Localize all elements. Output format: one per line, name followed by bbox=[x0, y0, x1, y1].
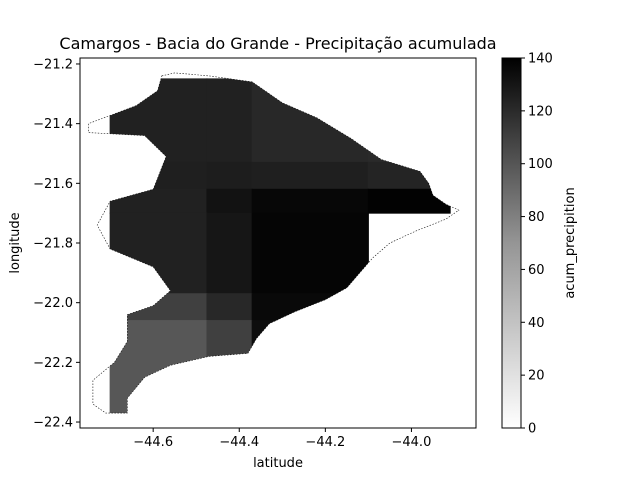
precip-cell bbox=[206, 320, 253, 414]
precip-cell bbox=[251, 320, 369, 414]
y-axis-ticks: −21.2 −21.4 −21.6 −21.8 −22.0 −22.2 −22.4 bbox=[33, 57, 80, 431]
x-tick-label: −44.2 bbox=[305, 435, 345, 450]
precip-cell bbox=[251, 212, 369, 295]
colorbar-tick-label: 20 bbox=[528, 369, 545, 384]
colorbar-tick-label: 80 bbox=[528, 210, 545, 225]
y-tick-label: −21.6 bbox=[33, 177, 73, 192]
precip-cell bbox=[206, 161, 253, 190]
precip-cell bbox=[109, 293, 208, 322]
colorbar bbox=[501, 57, 522, 429]
y-tick-label: −22.2 bbox=[33, 356, 73, 371]
y-tick-label: −21.2 bbox=[33, 57, 73, 72]
precip-cell bbox=[367, 161, 451, 190]
x-axis-label: latitude bbox=[253, 456, 303, 471]
x-tick-label: −44.6 bbox=[133, 435, 173, 450]
precip-cell bbox=[367, 188, 451, 214]
colorbar-tick-label: 0 bbox=[528, 422, 536, 437]
x-axis-ticks: −44.6 −44.4 −44.2 −44.0 bbox=[133, 428, 431, 450]
chart-title: Camargos - Bacia do Grande - Precipitaçã… bbox=[59, 34, 496, 53]
precip-cell bbox=[367, 78, 451, 163]
precip-cell bbox=[251, 293, 369, 322]
precip-cell bbox=[251, 188, 369, 214]
precip-cell bbox=[206, 212, 253, 295]
x-tick-label: −44.0 bbox=[392, 435, 432, 450]
precip-cell bbox=[109, 212, 208, 295]
y-tick-label: −22.4 bbox=[33, 416, 73, 431]
colorbar-tick-label: 60 bbox=[528, 263, 545, 278]
precip-cell bbox=[109, 320, 208, 414]
precip-cell bbox=[109, 78, 208, 163]
x-tick-label: −44.4 bbox=[219, 435, 259, 450]
y-tick-label: −21.8 bbox=[33, 237, 73, 252]
colorbar-ticks: 0 20 40 60 80 100 120 140 bbox=[521, 52, 553, 437]
precip-cell bbox=[109, 188, 208, 214]
y-tick-label: −22.0 bbox=[33, 296, 73, 311]
colorbar-tick-label: 120 bbox=[528, 104, 553, 119]
colorbar-tick-label: 40 bbox=[528, 316, 545, 331]
precipitation-cells bbox=[109, 78, 451, 414]
precip-cell bbox=[206, 293, 253, 322]
y-tick-label: −21.4 bbox=[33, 117, 73, 132]
colorbar-label: acum_precipition bbox=[563, 187, 578, 298]
y-axis-label: longitude bbox=[8, 212, 23, 273]
colorbar-tick-label: 100 bbox=[528, 157, 553, 172]
precip-cell bbox=[251, 78, 369, 163]
precip-cell bbox=[206, 188, 253, 214]
basin-outline bbox=[88, 72, 460, 414]
precip-cell bbox=[251, 161, 369, 190]
precip-cell bbox=[206, 78, 253, 163]
precip-cell bbox=[109, 161, 208, 190]
colorbar-tick-label: 140 bbox=[528, 52, 553, 67]
